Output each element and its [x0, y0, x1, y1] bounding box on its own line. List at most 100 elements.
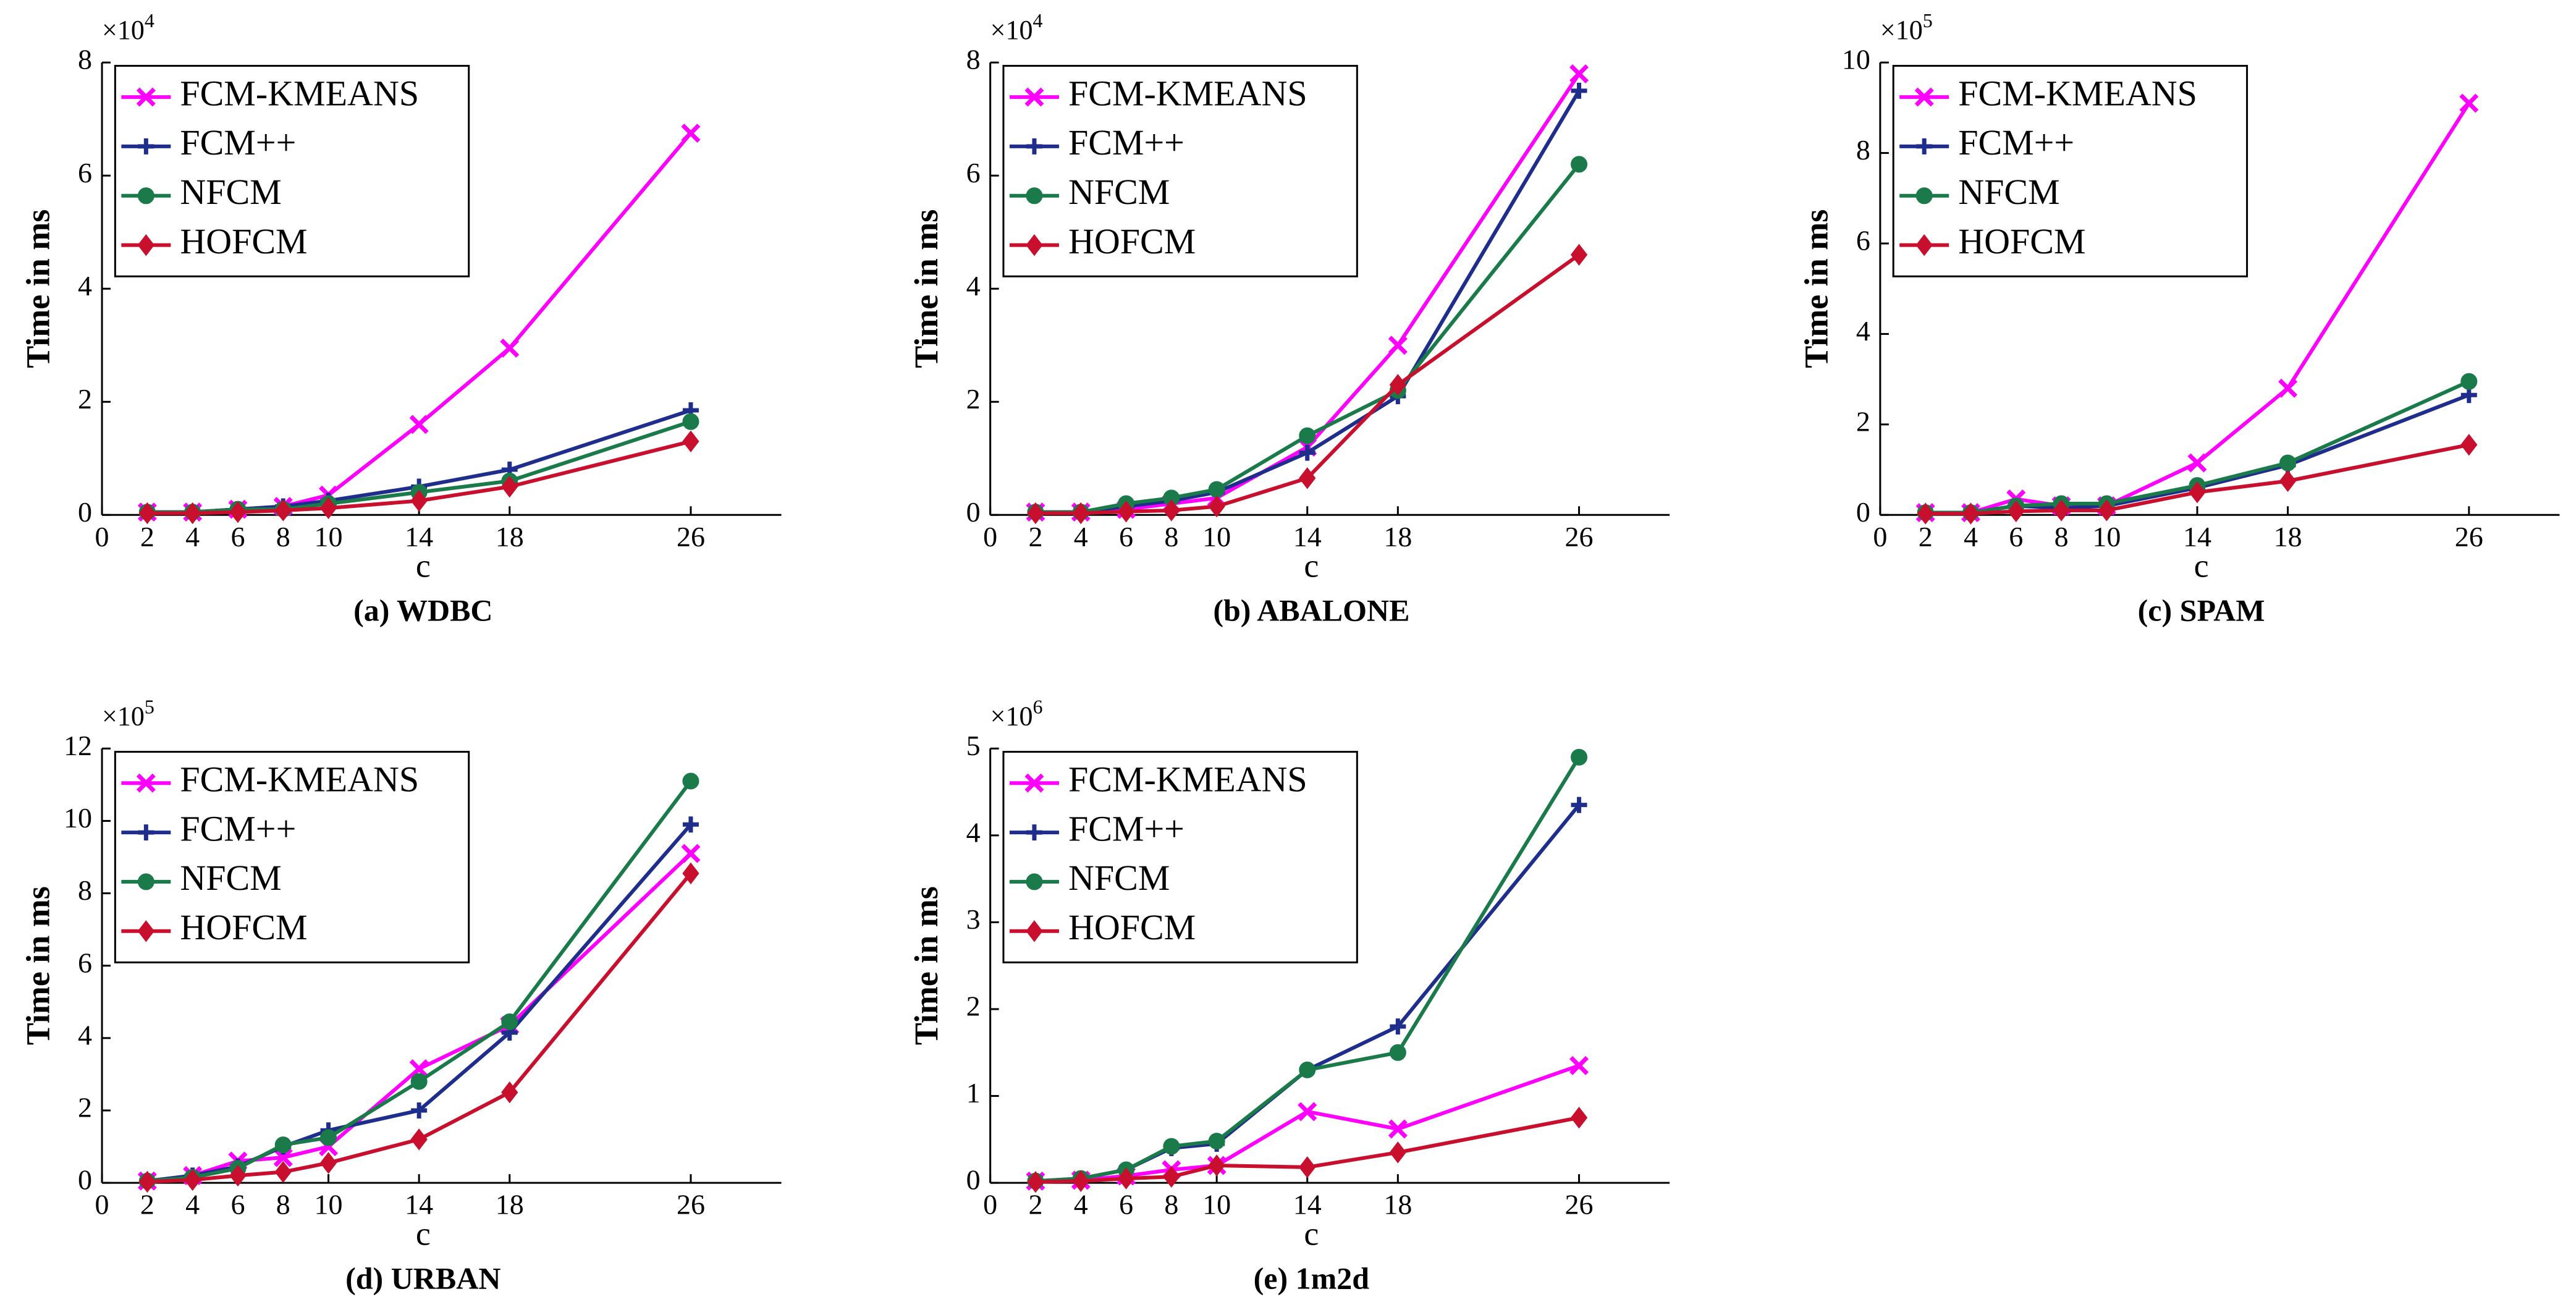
- marker: [1915, 187, 1933, 205]
- y-multiplier-base: ×10: [990, 15, 1033, 45]
- x-tick-label: 4: [1074, 1189, 1088, 1220]
- marker: [1917, 502, 1934, 525]
- marker: [1388, 1119, 1408, 1139]
- x-tick-label: 18: [2274, 521, 2302, 552]
- marker: [138, 138, 154, 154]
- marker: [1208, 1154, 1225, 1177]
- x-tick-label: 0: [1873, 521, 1887, 552]
- marker: [184, 1169, 201, 1191]
- marker: [138, 824, 154, 841]
- x-tick-label: 14: [1293, 1189, 1322, 1220]
- y-tick-label: 8: [78, 874, 92, 906]
- y-axis-label: Time in ms: [19, 209, 56, 368]
- x-tick-label: 6: [2009, 521, 2023, 552]
- marker: [410, 1073, 428, 1090]
- x-tick-label: 6: [230, 1189, 245, 1220]
- marker: [1026, 824, 1042, 841]
- legend-label: FCM-KMEANS: [1958, 73, 2197, 113]
- marker: [1570, 243, 1588, 266]
- legend-label: HOFCM: [180, 907, 307, 947]
- y-tick-label: 4: [78, 1019, 92, 1051]
- y-multiplier-base: ×10: [102, 701, 145, 731]
- y-tick-label: 4: [78, 270, 92, 302]
- x-tick-label: 0: [95, 1189, 109, 1220]
- marker: [320, 1129, 337, 1146]
- marker: [500, 338, 520, 358]
- marker: [2189, 481, 2206, 504]
- marker: [1026, 873, 1043, 890]
- x-tick-label: 0: [983, 521, 997, 552]
- x-axis-label: c: [2194, 548, 2209, 585]
- marker: [1299, 1156, 1316, 1178]
- marker: [1962, 502, 1980, 525]
- legend-label: FCM++: [180, 808, 296, 848]
- y-tick-label: 6: [1856, 225, 1870, 256]
- x-tick-label: 2: [140, 1189, 154, 1220]
- y-tick-label: 0: [1856, 496, 1870, 528]
- legend-label: HOFCM: [1068, 221, 1196, 261]
- x-tick-label: 10: [315, 1189, 343, 1220]
- marker: [1163, 1138, 1180, 1155]
- y-multiplier-exponent: 6: [1033, 696, 1042, 718]
- marker: [1389, 1141, 1406, 1164]
- x-tick-label: 6: [230, 521, 245, 552]
- x-tick-label: 4: [1964, 521, 1978, 552]
- x-tick-label: 6: [1119, 521, 1133, 552]
- marker: [681, 844, 701, 863]
- marker: [2008, 500, 2025, 523]
- x-tick-label: 8: [276, 1189, 290, 1220]
- marker: [682, 772, 699, 790]
- marker: [2279, 470, 2297, 493]
- y-tick-label: 4: [966, 270, 981, 302]
- x-tick-label: 14: [405, 1189, 433, 1220]
- x-tick-label: 18: [1383, 1189, 1412, 1220]
- x-tick-label: 0: [983, 1189, 997, 1220]
- y-multiplier: ×104: [102, 10, 154, 46]
- marker: [138, 502, 156, 525]
- y-multiplier-exponent: 4: [1033, 10, 1042, 32]
- marker: [501, 475, 518, 498]
- x-tick-label: 2: [1028, 521, 1042, 552]
- marker: [1026, 138, 1042, 154]
- x-tick-label: 26: [2455, 521, 2483, 552]
- y-multiplier: ×105: [102, 696, 154, 732]
- marker: [274, 499, 292, 522]
- y-tick-label: 4: [1856, 315, 1870, 347]
- y-tick-label: 2: [78, 383, 92, 415]
- legend-box: [114, 751, 470, 963]
- y-multiplier: ×104: [990, 10, 1043, 46]
- marker: [1026, 920, 1043, 942]
- legend-label: NFCM: [1068, 172, 1170, 212]
- marker: [1389, 374, 1406, 396]
- marker: [229, 501, 247, 523]
- y-tick-label: 1: [966, 1077, 981, 1109]
- x-tick-label: 26: [677, 1189, 705, 1220]
- y-multiplier: ×106: [990, 696, 1043, 732]
- x-axis-label: c: [1304, 548, 1319, 585]
- marker: [681, 124, 701, 143]
- marker: [1024, 773, 1044, 793]
- x-tick-label: 8: [276, 521, 290, 552]
- marker: [319, 1152, 337, 1174]
- marker: [1571, 156, 1588, 173]
- y-multiplier: ×105: [1880, 10, 1933, 46]
- y-multiplier-base: ×10: [102, 15, 145, 45]
- marker: [1117, 501, 1135, 523]
- marker: [137, 873, 154, 890]
- marker: [682, 430, 699, 453]
- x-tick-label: 10: [1202, 1189, 1231, 1220]
- legend-label: FCM++: [1958, 122, 2074, 163]
- marker: [137, 187, 154, 205]
- marker: [1208, 1133, 1225, 1150]
- marker: [184, 502, 201, 525]
- marker: [1072, 1170, 1089, 1193]
- marker: [1915, 234, 1933, 256]
- x-tick-label: 8: [2054, 521, 2069, 552]
- marker: [1388, 336, 1408, 355]
- y-tick-label: 10: [64, 802, 92, 834]
- marker: [274, 1161, 292, 1183]
- marker: [1072, 502, 1089, 525]
- marker: [682, 862, 699, 885]
